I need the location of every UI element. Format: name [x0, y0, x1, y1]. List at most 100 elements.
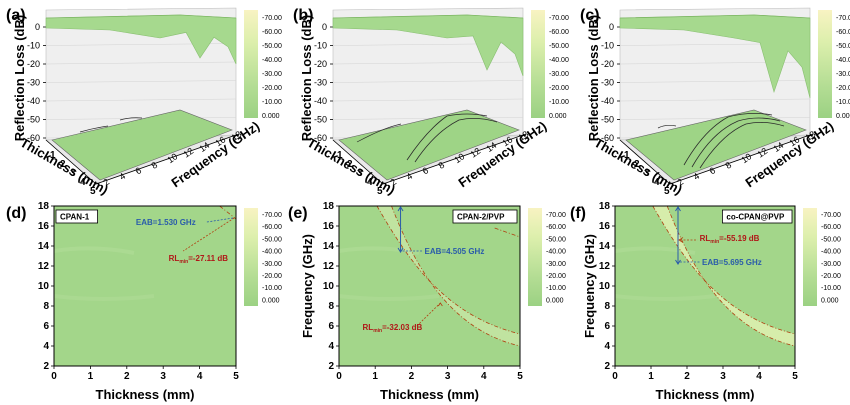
colorbar-tick-label: -70.00	[821, 212, 841, 219]
y-tick-label: 12	[323, 261, 335, 272]
y-tick-label: 4	[117, 171, 127, 182]
colorbar	[528, 208, 542, 306]
x-tick-label: 4	[80, 177, 86, 188]
colorbar-tick-label: -50.00	[262, 236, 282, 243]
plot-area	[615, 206, 795, 366]
rl-leader	[416, 302, 441, 327]
colorbar-tick-label: -40.00	[546, 249, 566, 256]
surface-edge	[332, 14, 524, 19]
z-tick-label: 0	[322, 22, 327, 32]
z-gridline	[332, 98, 524, 102]
y-tick-label: 2	[604, 361, 610, 372]
y-tick-label: 4	[43, 341, 49, 352]
rl-arrowhead	[678, 237, 684, 243]
colorbar-tick-label: -60.00	[836, 29, 850, 36]
floor-contour	[683, 113, 773, 166]
colorbar-tick-label: -10.00	[546, 285, 566, 292]
colorbar-tick-label: 0.000	[549, 113, 567, 120]
x-tick-label: 4	[367, 177, 373, 188]
colorbar-tick-label: -70.00	[262, 212, 282, 219]
x-tick-label: 2	[684, 371, 690, 382]
contour-floor	[51, 109, 233, 181]
x-tick-label: 3	[160, 371, 166, 382]
eab-label: EAB=1.530 GHz	[136, 218, 196, 227]
floor-contour	[691, 117, 781, 168]
colorbar-tick-label: -40.00	[836, 57, 850, 64]
x-tick-label: 1	[50, 150, 56, 161]
eab-arrowhead	[397, 206, 404, 212]
x-tick-label: 1	[88, 371, 94, 382]
y-tick-label: 14	[484, 140, 498, 154]
z-tick-label: -60	[601, 133, 614, 143]
sample-name-box	[722, 209, 793, 224]
x-tick-label: 0	[612, 371, 618, 382]
eab-label: EAB=5.695 GHz	[702, 258, 762, 267]
colorbar-tick-label: -70.00	[262, 15, 282, 22]
floor-contour	[119, 117, 143, 121]
colorbar-tick-label: -30.00	[262, 261, 282, 268]
x-tick-label: 3	[357, 168, 363, 179]
y-tick-label: 18	[516, 129, 530, 143]
x-tick-label: 2	[347, 159, 353, 170]
dashed-contour	[219, 205, 237, 220]
z-tick-label: -20	[601, 59, 614, 69]
x-tick-label: 5	[517, 371, 523, 382]
floor-contour	[406, 113, 488, 161]
z-tick-label: 0	[35, 22, 40, 32]
y-tick-label: 10	[38, 281, 50, 292]
y-tick-label: 8	[43, 301, 49, 312]
surface-panel-3: (c)Reflection Loss (dB) 0 -10 -20 -30 -40 -50 -…	[580, 7, 850, 197]
x-tick-label: 2	[124, 371, 130, 382]
x-tick-label: 2	[634, 159, 640, 170]
y-tick-label: 6	[133, 165, 143, 176]
colorbar-tick-label: -70.00	[549, 15, 569, 22]
y-axis-label: Frequency (GHz)	[300, 234, 315, 338]
z-tick-label: -40	[27, 96, 40, 106]
z-tick-label: -40	[601, 96, 614, 106]
absorption-band	[377, 206, 520, 346]
x-tick-label: 5	[664, 186, 670, 197]
x-axis-line	[45, 139, 97, 185]
panel-label: (c)	[580, 7, 600, 24]
rl-arrowhead	[438, 302, 443, 307]
panel-label: (a)	[6, 7, 26, 24]
z-tick-label: -60	[27, 133, 40, 143]
y-tick-label: 12	[181, 146, 195, 160]
colorbar-tick-label: -40.00	[262, 249, 282, 256]
colorbar	[531, 10, 545, 118]
y-tick-label: 18	[229, 129, 243, 143]
x-tick-label: 5	[377, 186, 383, 197]
z-gridline	[619, 80, 811, 83]
eab-label: EAB=4.505 GHz	[425, 247, 485, 256]
z-gridline	[332, 61, 524, 65]
sample-name-box	[55, 209, 98, 224]
y-tick-label: 6	[328, 321, 334, 332]
z-gridline	[45, 80, 237, 83]
rl-min-label: RLmin=-27.11 dB	[169, 254, 229, 265]
y-tick-label: 14	[771, 140, 785, 154]
y-tick-label: 8	[149, 160, 159, 171]
x-tick-label: 1	[372, 371, 378, 382]
y-axis-line	[382, 134, 524, 185]
z-tick-label: -20	[314, 59, 327, 69]
y-tick-label: 10	[599, 281, 611, 292]
heat-band	[53, 294, 155, 301]
absorption-band	[652, 206, 795, 346]
z-tick-label: -20	[27, 59, 40, 69]
x-tick-label: 4	[654, 177, 660, 188]
dashed-contour	[652, 205, 796, 335]
floor-contour	[414, 118, 498, 163]
panel-label: (f)	[570, 205, 586, 222]
y-tick-label: 8	[604, 301, 610, 312]
colorbar-tick-label: 0.000	[546, 297, 564, 304]
x-axis-line	[332, 139, 384, 185]
colorbar-tick-label: -70.00	[546, 212, 566, 219]
x-tick-label: 1	[648, 371, 654, 382]
colorbar-tick-label: -40.00	[262, 57, 282, 64]
z-gridline	[619, 117, 811, 120]
y-tick-label: 10	[323, 281, 335, 292]
y-tick-label: 12	[599, 261, 611, 272]
panel-label: (e)	[288, 205, 308, 222]
colorbar	[244, 208, 258, 306]
eab-arrowhead	[675, 259, 681, 265]
